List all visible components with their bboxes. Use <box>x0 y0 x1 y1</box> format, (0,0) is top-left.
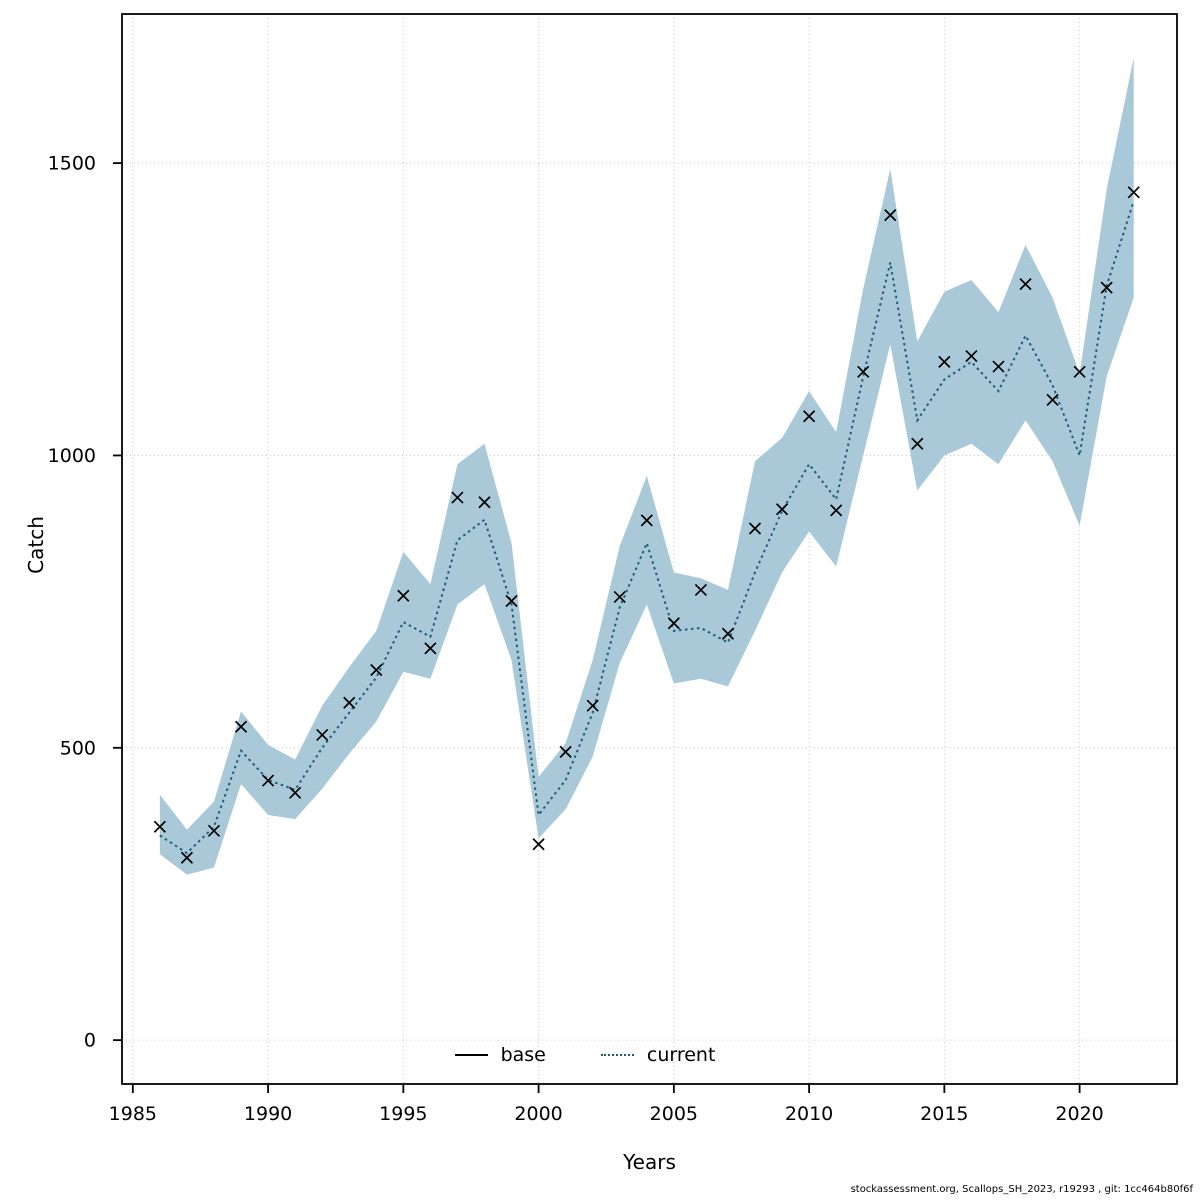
y-axis-title: Catch <box>24 516 48 574</box>
footer-attribution: stockassessment.org, Scallops_SH_2023, r… <box>850 1184 1193 1195</box>
confidence-band <box>159 57 1134 875</box>
x-tick-label: 2010 <box>785 1103 833 1125</box>
plot-border <box>121 13 1178 1085</box>
legend: base current <box>0 1044 1170 1066</box>
x-axis-title: Years <box>623 1150 676 1174</box>
x-tick-label: 2020 <box>1055 1103 1103 1125</box>
legend-label-current: current <box>646 1044 716 1066</box>
legend-label-base: base <box>500 1044 546 1066</box>
x-tick-label: 1990 <box>244 1103 292 1125</box>
y-tick-label: 500 <box>60 737 96 759</box>
x-tick-label: 2005 <box>650 1103 698 1125</box>
base-line-swatch <box>454 1054 488 1056</box>
x-tick-label: 1985 <box>109 1103 157 1125</box>
y-tick-label: 1000 <box>48 445 96 467</box>
current-line-swatch <box>600 1054 634 1056</box>
x-tick-label: 1995 <box>379 1103 427 1125</box>
y-tick-label: 0 <box>84 1030 96 1052</box>
x-tick-label: 2015 <box>920 1103 968 1125</box>
y-tick-label: 1500 <box>48 153 96 175</box>
x-tick-label: 2000 <box>514 1103 562 1125</box>
axis-tick-labels: 1985 1990 1995 2000 2005 2010 2015 2020 0 500 1000… <box>48 153 1104 1125</box>
base-markers <box>153 186 1140 864</box>
axis-ticks <box>113 162 1081 1093</box>
